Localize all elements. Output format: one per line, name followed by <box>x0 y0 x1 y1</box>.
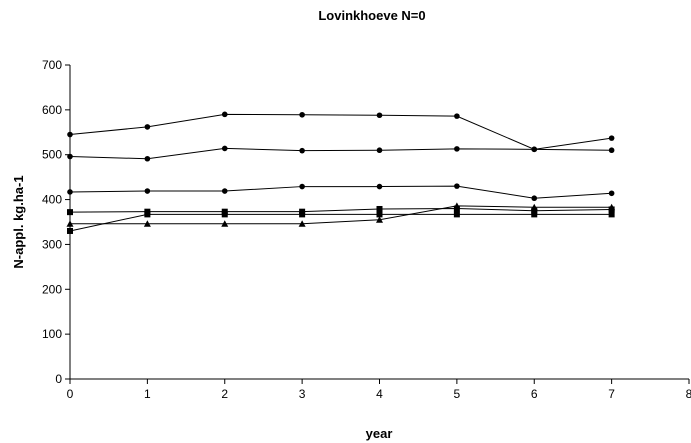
data-point <box>531 211 538 218</box>
x-tick-label: 8 <box>686 387 691 401</box>
data-point <box>144 155 151 162</box>
data-point <box>221 145 228 152</box>
x-tick-label: 1 <box>144 387 151 401</box>
data-point <box>221 111 228 118</box>
data-point <box>376 211 383 218</box>
series-line <box>69 113 612 150</box>
data-point <box>376 147 383 154</box>
data-point <box>608 190 615 197</box>
data-point <box>221 188 228 194</box>
data-point <box>531 207 538 214</box>
data-point <box>67 131 73 138</box>
y-tick-label: 400 <box>42 193 62 207</box>
y-tick-label: 700 <box>42 58 62 72</box>
data-point <box>608 203 616 211</box>
data-point <box>298 220 306 227</box>
x-tick-label: 0 <box>67 387 74 401</box>
x-tick-label: 7 <box>608 387 615 401</box>
data-point <box>144 188 151 194</box>
data-point <box>144 211 151 218</box>
data-point <box>453 211 460 218</box>
series-line <box>69 147 612 160</box>
data-point <box>376 216 383 223</box>
data-point <box>143 220 151 227</box>
series-line <box>69 213 612 232</box>
series-2 <box>67 145 615 162</box>
y-tick-label: 0 <box>55 372 62 386</box>
series-3 <box>67 183 615 202</box>
y-tick-label: 600 <box>42 103 62 117</box>
data-point <box>299 183 305 190</box>
data-point <box>608 135 615 141</box>
data-point <box>531 195 538 202</box>
y-tick-label: 200 <box>42 282 62 296</box>
x-tick-label: 6 <box>531 387 538 401</box>
series-line <box>70 205 612 225</box>
data-point <box>608 211 615 218</box>
data-point <box>221 211 228 218</box>
data-point <box>66 220 74 227</box>
data-point <box>453 202 461 209</box>
series-6 <box>67 211 615 234</box>
x-tick-label: 3 <box>299 387 306 401</box>
data-point <box>376 112 383 119</box>
data-point <box>299 111 305 118</box>
data-point <box>376 205 383 212</box>
series-5 <box>66 202 616 227</box>
series-line <box>69 208 612 213</box>
data-point <box>67 209 73 216</box>
x-axis-label: year <box>366 426 393 441</box>
data-point <box>454 183 460 189</box>
x-tick-label: 2 <box>221 387 228 401</box>
y-tick-label: 300 <box>42 237 62 251</box>
data-point <box>221 220 229 227</box>
data-point <box>299 211 306 218</box>
data-point <box>454 113 460 119</box>
y-tick-label: 100 <box>42 327 62 341</box>
x-tick-label: 4 <box>376 387 383 401</box>
data-point <box>454 146 460 152</box>
chart-title: Lovinkhoeve N=0 <box>318 8 425 23</box>
data-point <box>67 189 73 195</box>
data-point <box>531 146 538 153</box>
series-1 <box>67 111 615 153</box>
data-point <box>608 147 615 154</box>
data-point <box>530 203 538 211</box>
data-point <box>67 153 73 160</box>
series-line <box>69 185 612 199</box>
x-tick-label: 5 <box>454 387 461 401</box>
y-tick-label: 500 <box>42 148 62 162</box>
data-point <box>376 183 383 190</box>
data-point <box>144 124 151 130</box>
data-point <box>299 147 305 154</box>
data-point <box>67 227 73 234</box>
y-axis-label: N-appl. kg.ha-1 <box>11 175 26 268</box>
